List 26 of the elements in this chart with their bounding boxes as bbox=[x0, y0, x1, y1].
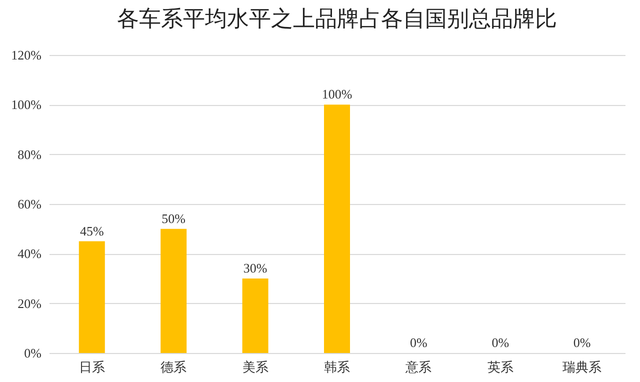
data-label: 0% bbox=[573, 335, 591, 350]
data-label: 30% bbox=[243, 260, 268, 276]
data-label: 45% bbox=[80, 223, 104, 238]
y-tick-label: 40% bbox=[18, 246, 42, 262]
y-tick-label: 120% bbox=[11, 48, 42, 62]
data-label: 0% bbox=[492, 335, 510, 350]
x-tick-label: 德系 bbox=[160, 360, 187, 374]
data-label: 0% bbox=[410, 335, 428, 350]
x-tick-label: 美系 bbox=[242, 360, 268, 374]
x-tick-label: 日系 bbox=[78, 360, 105, 374]
bar bbox=[242, 278, 268, 353]
y-tick-label: 100% bbox=[11, 97, 42, 112]
bar bbox=[324, 104, 350, 353]
x-tick-label: 韩系 bbox=[324, 360, 350, 374]
bar bbox=[78, 241, 105, 353]
x-tick-label: 英系 bbox=[487, 360, 514, 374]
y-tick-label: 0% bbox=[24, 346, 42, 360]
y-tick-label: 80% bbox=[18, 146, 42, 162]
y-tick-label: 20% bbox=[18, 296, 42, 311]
y-tick-label: 60% bbox=[18, 196, 42, 212]
data-label: 50% bbox=[162, 210, 186, 226]
bar bbox=[160, 228, 187, 353]
x-tick-label: 瑞典系 bbox=[562, 360, 602, 374]
data-label: 100% bbox=[322, 86, 352, 102]
x-tick-label: 意系 bbox=[404, 360, 432, 374]
chart-title: 各车系平均水平之上品牌占各自国别总品牌比 bbox=[117, 6, 557, 31]
